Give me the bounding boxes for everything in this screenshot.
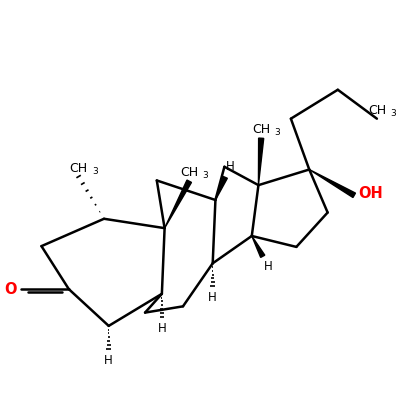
Text: H: H [158,322,166,335]
Polygon shape [216,176,227,200]
Text: CH: CH [368,104,386,117]
Text: H: H [104,354,113,367]
Text: O: O [4,282,16,297]
Text: CH: CH [180,166,198,179]
Text: H: H [264,260,273,273]
Polygon shape [252,236,265,258]
Text: 3: 3 [390,109,396,118]
Polygon shape [258,138,264,185]
Polygon shape [309,170,356,198]
Text: 3: 3 [92,167,98,176]
Text: OH: OH [358,186,383,201]
Text: H: H [208,291,217,304]
Text: 3: 3 [274,128,280,138]
Polygon shape [165,180,192,228]
Text: CH: CH [70,162,88,174]
Text: 3: 3 [202,172,208,180]
Text: H: H [226,160,234,173]
Text: CH: CH [252,123,270,136]
